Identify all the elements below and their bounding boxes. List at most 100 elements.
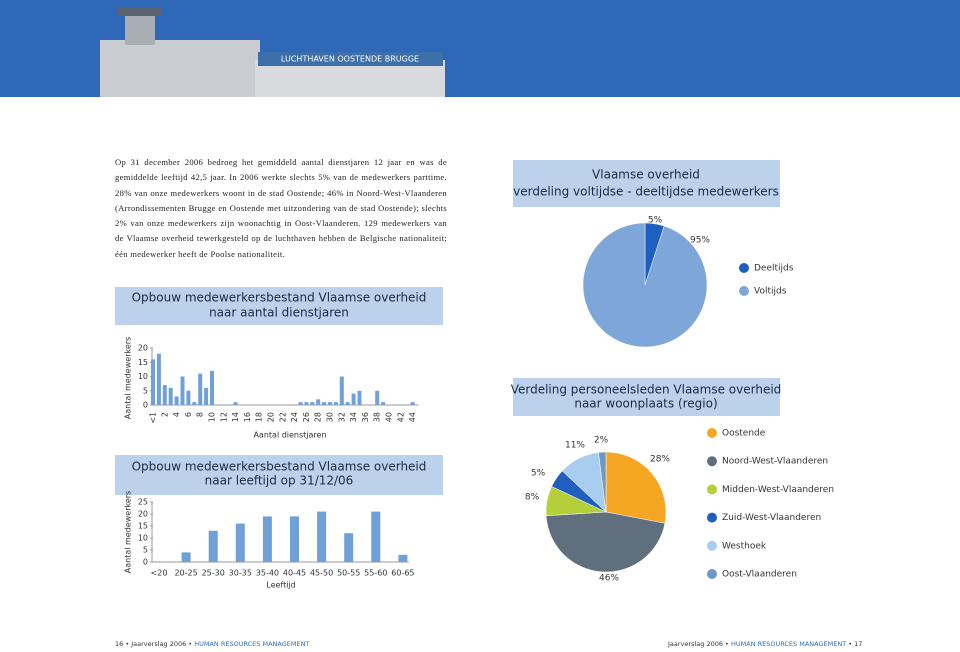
bar <box>262 516 272 562</box>
x-tick-label: 50-55 <box>337 569 360 578</box>
x-tick-label: <20 <box>151 569 168 578</box>
chart-title: verdeling voltijdse - deeltijdse medewer… <box>513 185 779 199</box>
footer-left: 16 • Jaarverslag 2006 • HUMAN RESOURCES … <box>115 640 310 648</box>
bar <box>398 554 408 562</box>
pie-slice <box>605 451 667 524</box>
title-box <box>115 287 443 325</box>
chart-title: Vlaamse overheid <box>592 168 700 182</box>
y-tick-label: 15 <box>138 522 148 531</box>
footer-right: Jaarverslag 2006 • HUMAN RESOURCES MANAG… <box>668 640 863 648</box>
y-tick-label: 25 <box>138 498 148 507</box>
x-tick-label: 40 <box>385 412 394 422</box>
x-tick-label: 42 <box>396 412 405 422</box>
chart-title: Verdeling personeelsleden Vlaamse overhe… <box>511 383 782 397</box>
legend-marker <box>739 286 749 296</box>
x-tick-label: 30 <box>326 412 335 422</box>
y-tick-label: 0 <box>143 558 148 567</box>
title-box <box>115 455 443 495</box>
chart-title: naar leeftijd op 31/12/06 <box>205 474 354 488</box>
data-label: 8% <box>525 493 540 503</box>
x-tick-label: 22 <box>278 412 287 422</box>
x-tick-label: 6 <box>184 412 193 417</box>
terminal <box>255 60 445 97</box>
bar <box>156 353 161 405</box>
pie-slice <box>598 451 607 513</box>
x-tick-label: 14 <box>231 412 240 422</box>
x-tick-label: 16 <box>243 412 252 422</box>
bar <box>357 390 362 405</box>
data-label: 5% <box>531 469 546 479</box>
legend-label: Oost-Vlaanderen <box>722 570 797 580</box>
legend-label: Noord-West-Vlaanderen <box>722 457 828 467</box>
bar <box>198 373 203 405</box>
x-tick-label: 8 <box>196 412 205 417</box>
title-box <box>513 160 780 207</box>
bar <box>333 402 338 405</box>
y-tick-label: 10 <box>138 372 148 381</box>
bar <box>235 523 245 562</box>
bar <box>298 402 303 405</box>
chart-title: Opbouw medewerkersbestand Vlaamse overhe… <box>132 460 427 474</box>
bar <box>328 402 332 405</box>
bar <box>186 390 191 405</box>
tower-cab <box>118 8 162 16</box>
legend-marker <box>707 512 717 523</box>
bar <box>180 376 185 405</box>
x-tick-label: 2 <box>160 412 169 417</box>
bar <box>339 376 344 405</box>
chart-title: naar woonplaats (regio) <box>574 397 717 411</box>
x-tick-label: 38 <box>373 412 382 422</box>
x-tick-label: 24 <box>290 412 299 422</box>
bar <box>322 402 327 405</box>
x-axis-label: Aantal dienstjaren <box>253 431 326 440</box>
x-tick-label: 10 <box>208 412 217 422</box>
legend-marker <box>707 540 717 551</box>
sign-board <box>258 52 443 66</box>
y-tick-label: 20 <box>138 344 148 353</box>
data-label: 46% <box>599 574 619 584</box>
legend-label: Westhoek <box>722 541 767 551</box>
legend-label: Oostende <box>722 429 766 439</box>
x-tick-label: 45-50 <box>310 569 333 578</box>
bar <box>290 516 299 562</box>
y-tick-label: 0 <box>143 401 148 410</box>
data-label: 5% <box>648 216 663 226</box>
chart-title: Opbouw medewerkersbestand Vlaamse overhe… <box>132 291 427 305</box>
bar <box>210 370 214 405</box>
title-box <box>513 378 780 416</box>
bar <box>317 511 327 562</box>
x-tick-label: 32 <box>337 412 346 422</box>
x-axis-label: Leeftijd <box>266 581 296 590</box>
y-tick-label: 20 <box>138 510 148 519</box>
x-tick-label: 60-65 <box>391 569 414 578</box>
data-label: 2% <box>594 436 609 446</box>
bar <box>371 511 381 562</box>
x-tick-label: 35-40 <box>256 569 279 578</box>
bar <box>181 552 191 562</box>
x-tick-label: 4 <box>172 412 181 417</box>
pie-slice <box>582 222 708 348</box>
chart-title: naar aantal dienstjaren <box>209 306 349 320</box>
bar <box>174 396 179 405</box>
legend-marker <box>707 428 717 438</box>
legend-marker <box>707 456 717 467</box>
y-tick-label: 10 <box>138 534 148 543</box>
building <box>100 40 260 97</box>
legend-label: Zuid-West-Vlaanderen <box>722 513 821 523</box>
paragraph: Op 31 december 2006 bedroeg het gemiddel… <box>115 157 447 259</box>
bar <box>375 390 380 405</box>
bar <box>381 402 386 405</box>
legend-label: Midden-West-Vlaanderen <box>722 485 834 495</box>
bar <box>162 385 167 405</box>
x-tick-label: 44 <box>408 412 417 422</box>
x-tick-label: 30-35 <box>229 569 252 578</box>
bar <box>192 402 197 405</box>
bar <box>316 399 321 405</box>
bar <box>410 402 415 405</box>
y-tick-label: 5 <box>143 546 148 555</box>
section: HUMAN RESOURCES MANAGEMENT <box>730 640 847 648</box>
y-axis-label: Aantal medewerkers <box>124 337 133 419</box>
bar <box>344 533 354 562</box>
